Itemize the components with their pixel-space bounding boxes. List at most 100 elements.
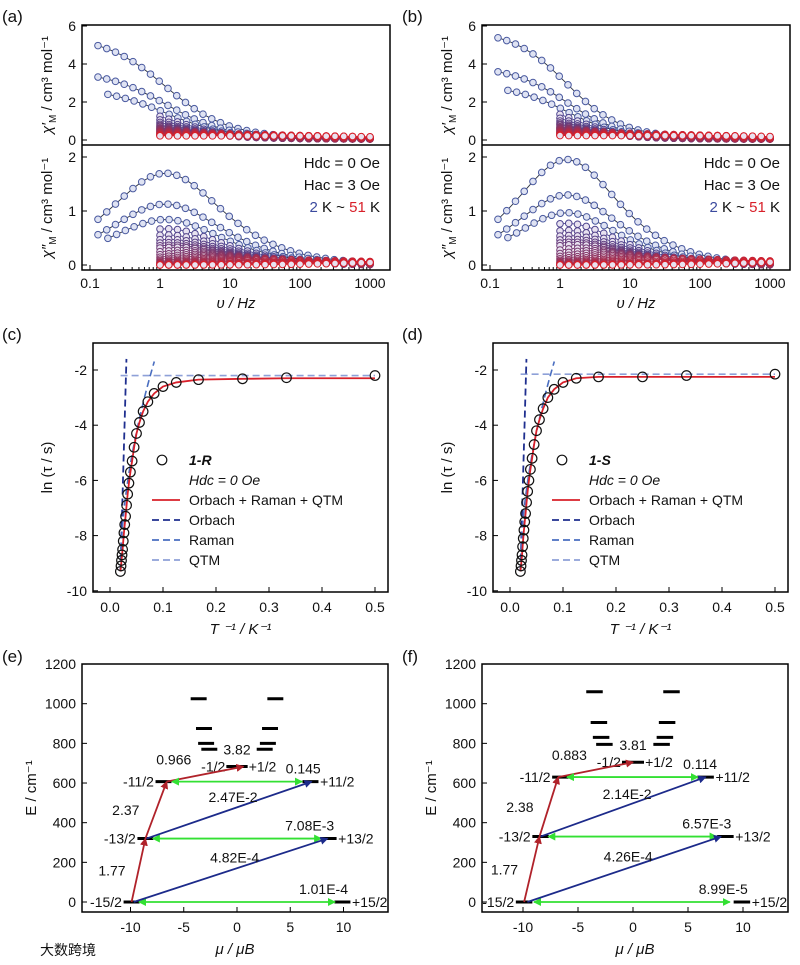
level-label: -11/2 [520, 769, 551, 785]
data-point [114, 566, 126, 577]
y-axis-label: E / cm⁻¹ [423, 760, 440, 815]
data-point [546, 195, 555, 203]
data-point [216, 223, 225, 232]
data-point [511, 218, 520, 227]
data-point [134, 417, 145, 428]
x-tick-label: -5 [572, 919, 585, 935]
data-point [556, 220, 564, 228]
x-tick-label: 0.1 [153, 599, 173, 615]
plot-frame [481, 663, 789, 913]
blue-transition-arrow [540, 775, 707, 838]
data-point [111, 77, 120, 86]
y-tick-label: 2 [68, 149, 76, 165]
data-point [181, 204, 190, 213]
y-tick-label: -10 [67, 583, 87, 599]
data-point [191, 261, 199, 269]
data-point [652, 131, 661, 140]
data-point [164, 200, 172, 208]
x-tick-label: 10 [336, 919, 352, 935]
data-point [174, 216, 182, 225]
data-point [269, 132, 278, 140]
data-point [102, 225, 111, 234]
data-point [607, 116, 616, 124]
label-part: ln (τ / s) [439, 442, 456, 494]
x-tick-label: 0.5 [365, 599, 385, 615]
data-point [607, 214, 616, 222]
data-point [722, 259, 731, 268]
level-label: +1/2 [249, 759, 277, 775]
y-axis-label-top: χ′M / cm³ mol⁻¹ [439, 36, 459, 136]
x-tick-label: 0.0 [100, 599, 120, 615]
data-point [261, 132, 269, 140]
data-point [634, 131, 643, 140]
fit-line [519, 375, 775, 572]
data-point [520, 75, 529, 83]
data-point [120, 510, 131, 522]
y-axis-label-bottom: χ″M / cm³ mol⁻¹ [39, 158, 59, 261]
data-point [207, 196, 216, 205]
data-point [590, 171, 599, 179]
data-point [572, 192, 581, 201]
data-point [122, 488, 134, 500]
level-label: -13/2 [104, 831, 136, 847]
data-point [234, 219, 242, 228]
data-point [165, 215, 173, 224]
data-point [634, 218, 642, 226]
y-tick-label: 4 [468, 56, 476, 72]
legend-field: Hdc = 0 Oe [189, 472, 260, 488]
level-label: +11/2 [320, 774, 355, 790]
temp-part: 2 [710, 199, 718, 216]
data-point [582, 131, 591, 140]
data-point [537, 199, 546, 208]
data-point [130, 222, 138, 231]
data-point [642, 237, 651, 245]
data-point [190, 104, 199, 113]
data-point [660, 236, 669, 245]
x-tick-label: 0 [233, 919, 241, 935]
green-transition-label: 0.145 [286, 761, 321, 777]
data-point [564, 219, 573, 228]
blue-transition-label: 4.26E-4 [604, 848, 653, 864]
data-point [242, 225, 251, 234]
data-point [200, 225, 208, 234]
data-point [296, 132, 304, 140]
data-point [757, 258, 766, 267]
temp-part: K [366, 199, 380, 216]
data-point [565, 208, 573, 217]
y-tick-label: 0 [468, 132, 476, 148]
data-point [669, 241, 677, 249]
data-point [542, 392, 554, 404]
data-point [582, 213, 591, 221]
data-point [199, 261, 208, 269]
label-part: ln (τ / s) [39, 442, 56, 494]
x-tick-label: 0.3 [659, 599, 679, 615]
red-transition-label: 0.883 [552, 747, 587, 763]
data-point [518, 524, 530, 536]
data-point [626, 131, 634, 140]
data-point [739, 259, 748, 267]
data-point [539, 96, 547, 105]
data-point [687, 131, 696, 140]
temp-part: K ~ [718, 199, 749, 216]
data-point [643, 131, 652, 140]
data-point [104, 90, 112, 99]
data-point [199, 132, 208, 140]
level-label: -13/2 [499, 829, 531, 845]
data-point [157, 381, 169, 392]
data-point [366, 133, 374, 141]
y-tick-label: 4 [68, 56, 76, 72]
data-point [516, 549, 528, 561]
x-tick-label: 0.1 [553, 599, 573, 615]
y-tick-label: 1200 [45, 656, 76, 672]
data-point [147, 217, 156, 225]
center-transition-label: 3.82 [223, 742, 250, 758]
data-point [564, 131, 573, 140]
data-point [526, 452, 538, 464]
label-part: / cm³ mol⁻¹ [439, 36, 456, 115]
data-point [348, 259, 357, 267]
data-point [94, 41, 102, 50]
data-point [616, 220, 625, 229]
data-point [600, 221, 608, 230]
red-transition-label: 2.37 [112, 802, 139, 818]
x-tick-label: 1 [556, 275, 564, 291]
